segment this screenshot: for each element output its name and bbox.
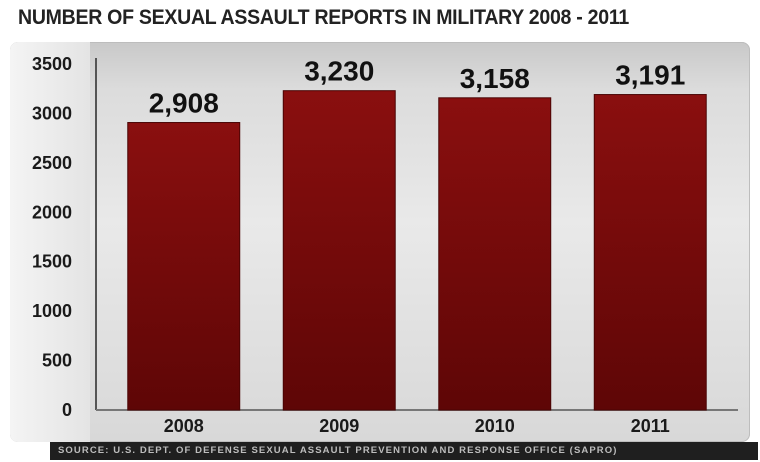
x-tick-label-2008: 2008 (164, 416, 204, 436)
chart-title: NUMBER OF SEXUAL ASSAULT REPORTS IN MILI… (18, 6, 629, 29)
bar-2008 (127, 122, 241, 411)
y-tick-label: 1500 (32, 252, 72, 272)
y-tick-label: 3500 (32, 54, 72, 74)
y-tick-label: 2500 (32, 153, 72, 173)
bar-2010 (438, 97, 552, 411)
y-tick-label: 0 (62, 400, 72, 420)
x-tick-label-2009: 2009 (319, 416, 359, 436)
y-axis-strip (10, 42, 90, 442)
bar-2009 (282, 90, 396, 411)
y-tick-label: 500 (42, 351, 72, 371)
source-bar (50, 442, 758, 460)
y-tick-label: 2000 (32, 202, 72, 222)
data-label-2010: 3,158 (460, 63, 530, 94)
x-tick-label-2010: 2010 (475, 416, 515, 436)
source-note: SOURCE: U.S. DEPT. OF DEFENSE SEXUAL ASS… (58, 445, 618, 456)
x-tick-label-2011: 2011 (631, 416, 670, 436)
y-tick-label: 3000 (32, 103, 72, 123)
data-label-2011: 3,191 (615, 60, 685, 91)
data-label-2009: 3,230 (304, 56, 374, 87)
bar-2011 (593, 94, 707, 411)
y-tick-label: 1000 (32, 301, 72, 321)
data-label-2008: 2,908 (149, 88, 219, 119)
